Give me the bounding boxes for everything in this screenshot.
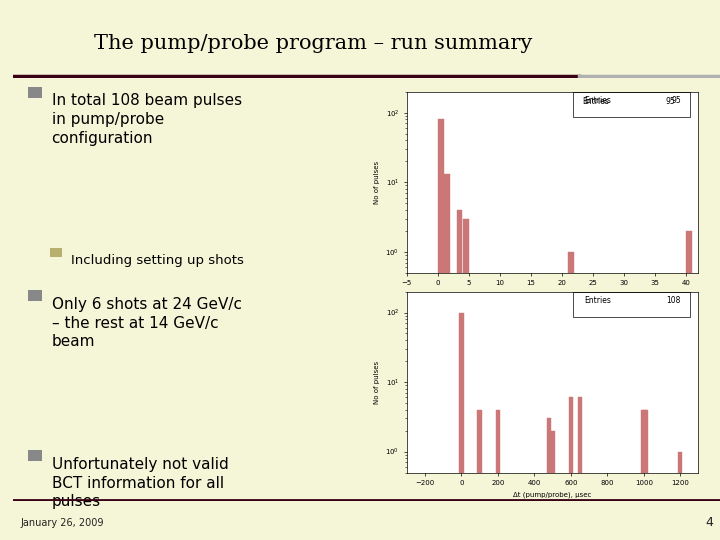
FancyBboxPatch shape	[573, 92, 690, 117]
Text: Entries: Entries	[582, 97, 608, 106]
Bar	[28, 86, 42, 98]
Bar	[569, 397, 573, 540]
Y-axis label: No of pulses: No of pulses	[374, 161, 379, 204]
Bar	[459, 313, 464, 540]
Bar	[28, 450, 42, 462]
Text: 95: 95	[665, 97, 675, 106]
Text: Entries: Entries	[585, 96, 611, 105]
Bar	[568, 252, 574, 540]
Text: 95: 95	[671, 96, 681, 105]
Bar	[642, 410, 646, 540]
Bar	[643, 410, 648, 540]
Bar	[477, 410, 482, 540]
Text: Only 6 shots at 24 GeV/c
– the rest at 14 GeV/c
beam: Only 6 shots at 24 GeV/c – the rest at 1…	[52, 297, 241, 349]
Text: In total 108 beam pulses
in pump/probe
configuration: In total 108 beam pulses in pump/probe c…	[52, 93, 242, 146]
Bar	[546, 418, 552, 540]
FancyBboxPatch shape	[573, 292, 690, 317]
Bar	[463, 219, 469, 540]
Bar	[50, 248, 62, 257]
Bar	[678, 451, 683, 540]
Text: Including setting up shots: Including setting up shots	[71, 254, 244, 267]
Bar	[28, 291, 42, 301]
Bar	[444, 174, 450, 540]
Bar	[550, 430, 555, 540]
Bar	[686, 231, 692, 540]
Bar	[495, 410, 500, 540]
Text: Unfortunately not valid
BCT information for all
pulses: Unfortunately not valid BCT information …	[52, 457, 228, 510]
X-axis label: Δt (pump/probe), μsec: Δt (pump/probe), μsec	[513, 492, 592, 498]
Y-axis label: No of pulses: No of pulses	[374, 361, 379, 403]
Bar	[456, 210, 462, 540]
Text: January 26, 2009: January 26, 2009	[20, 517, 104, 528]
Text: Entries: Entries	[585, 296, 611, 305]
Bar	[577, 397, 582, 540]
Text: The pump/probe program – run summary: The pump/probe program – run summary	[94, 33, 532, 53]
Text: 108: 108	[667, 296, 681, 305]
Text: 4: 4	[705, 516, 713, 529]
Bar	[438, 119, 444, 540]
X-axis label: Δt (pump/probe), μsec: Δt (pump/probe), μsec	[513, 292, 592, 299]
